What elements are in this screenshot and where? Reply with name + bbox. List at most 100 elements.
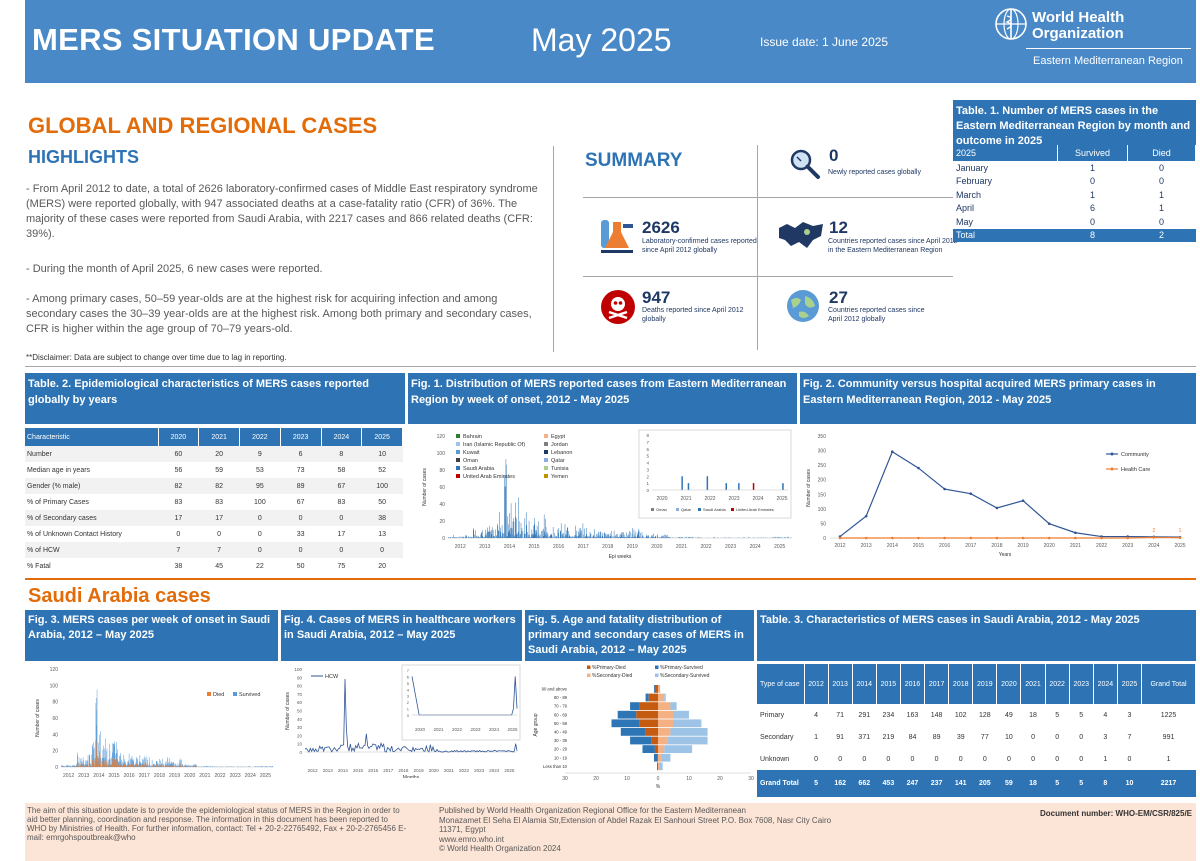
bar: [743, 537, 744, 538]
bar: [230, 766, 231, 767]
bar: [663, 534, 665, 538]
bar: [494, 536, 495, 538]
bar: [609, 537, 611, 538]
bar: [482, 536, 484, 538]
bar: [142, 765, 144, 767]
bar: [123, 764, 125, 767]
bar: [498, 530, 499, 538]
bar: [87, 760, 88, 767]
bar: [593, 534, 594, 538]
bar: [145, 764, 146, 767]
bar: [111, 766, 112, 767]
bar: [614, 536, 616, 538]
bar: [84, 764, 86, 767]
bar: [93, 766, 95, 767]
y-tick-label: 90 and above: [542, 687, 568, 692]
bar: [463, 536, 464, 538]
bar: [163, 763, 164, 767]
bar: [172, 762, 173, 767]
bar: [77, 761, 78, 767]
bar: [121, 766, 123, 767]
bar: [516, 534, 518, 538]
bar: [63, 766, 64, 767]
y-tick-label: 40: [297, 717, 303, 722]
bar: [89, 755, 91, 767]
bar: [120, 766, 122, 767]
bar: [668, 537, 670, 538]
bar: [78, 763, 80, 767]
bar: [129, 766, 130, 767]
bar: [511, 528, 513, 538]
bar: [137, 765, 138, 767]
bar: [625, 537, 627, 538]
bar: [184, 765, 186, 767]
bar: [86, 764, 88, 767]
bar: [167, 764, 168, 767]
bar: [144, 762, 146, 767]
bar: [157, 765, 158, 767]
bar: [187, 766, 189, 767]
x-tick-label: 2022: [700, 544, 711, 550]
bar: [536, 525, 538, 538]
bar: [610, 535, 611, 538]
bar: [138, 766, 139, 767]
y-tick-label: 200: [818, 478, 827, 484]
fig5-chart: %Primary-Died %Primary-Survived %Secondary…: [533, 665, 754, 790]
y-tick-label: 7: [646, 440, 649, 445]
bar: [147, 765, 148, 767]
bar: [107, 765, 108, 767]
bar: [160, 764, 161, 767]
bar: [95, 744, 97, 767]
bar: [585, 536, 587, 538]
bar: [530, 537, 531, 538]
bar: [145, 766, 146, 767]
bar: [556, 537, 558, 538]
bar: [128, 762, 130, 767]
bar: [101, 758, 103, 767]
bar: [136, 758, 138, 767]
bar: [542, 528, 544, 538]
bar: [108, 765, 110, 767]
bar: [592, 536, 593, 538]
data-point: [943, 487, 946, 491]
bar: [593, 535, 595, 538]
bar: [115, 754, 116, 767]
bar: [489, 525, 490, 538]
bar: [450, 537, 451, 538]
bar: [118, 763, 119, 767]
bar: [611, 531, 612, 538]
bar: [652, 537, 653, 538]
bar: [112, 752, 114, 767]
bar: [521, 531, 522, 538]
legend-swatch: [1110, 467, 1114, 471]
bar: [653, 753, 658, 762]
bar: [230, 766, 232, 767]
y-tick-label: 0: [55, 765, 58, 771]
bar: [647, 537, 648, 538]
bar: [117, 764, 118, 767]
bar: [94, 763, 96, 767]
bar: [266, 766, 267, 767]
y-tick-label: 0: [299, 750, 302, 755]
legend-swatch: [456, 474, 460, 478]
bar: [91, 762, 93, 767]
bar: [127, 760, 129, 767]
x-tick-label: 2015: [108, 773, 119, 778]
bar: [560, 530, 561, 538]
bar: [117, 766, 119, 767]
bar: [516, 533, 518, 538]
bar: [92, 759, 93, 767]
bar: [181, 766, 182, 767]
bar: [510, 534, 511, 538]
x-tick-label: 20: [717, 776, 723, 782]
x-tick-label: 30: [748, 776, 754, 782]
bar: [190, 766, 191, 767]
table1-header: Died: [1127, 145, 1196, 161]
bar: [664, 693, 666, 702]
x-tick-label: 10: [624, 776, 630, 782]
bar: [688, 536, 689, 538]
bar: [598, 532, 600, 538]
table-total-row: Total 8 2: [953, 228, 1196, 242]
bar: [139, 765, 140, 767]
bar: [526, 537, 528, 538]
